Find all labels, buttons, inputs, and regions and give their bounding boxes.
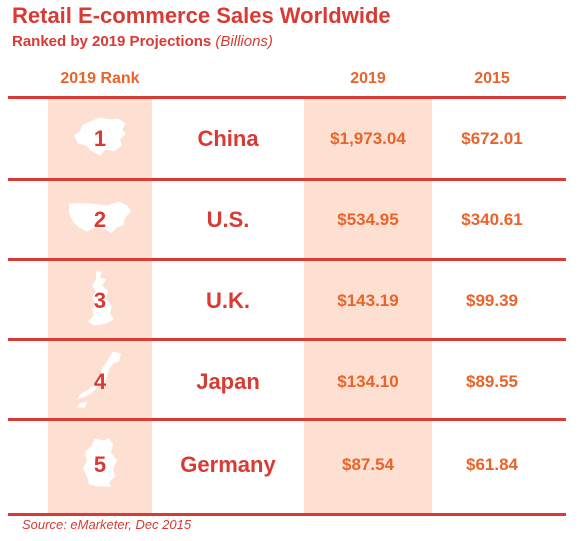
value-2019: $134.10 [337, 371, 399, 391]
source-note: Source: eMarketer, Dec 2015 [22, 517, 192, 532]
row-divider [8, 513, 566, 516]
country-name: Germany [180, 451, 276, 477]
rank-number: 3 [93, 287, 107, 313]
value-2015: $61.84 [466, 454, 518, 474]
row-divider [8, 178, 566, 181]
usa-map-icon [67, 197, 133, 242]
uk-map-icon [84, 269, 116, 332]
header-2015: 2015 [474, 70, 510, 87]
japan-map-icon [75, 349, 125, 414]
row-divider [8, 96, 566, 99]
value-2019: $143.19 [337, 290, 399, 310]
header-rank: 2019 Rank [60, 70, 140, 87]
row-divider [8, 338, 566, 341]
header-2019: 2019 [350, 70, 386, 87]
country-name: China [197, 125, 259, 151]
subtitle-unit: (Billions) [215, 33, 273, 50]
subtitle-text: Ranked by 2019 Projections [12, 33, 212, 50]
china-map-icon [70, 115, 130, 162]
chart-subtitle: Ranked by 2019 Projections (Billions) [12, 33, 273, 50]
value-2019: $534.95 [337, 209, 399, 229]
value-2015: $672.01 [461, 128, 523, 148]
germany-map-icon [81, 436, 119, 493]
rank-number: 2 [93, 206, 107, 232]
value-2019: $87.54 [342, 454, 394, 474]
year-2019-column-background [304, 98, 432, 516]
value-2015: $99.39 [466, 290, 518, 310]
row-divider [8, 258, 566, 261]
value-2015: $89.55 [466, 371, 518, 391]
row-divider [8, 418, 566, 421]
rank-number: 5 [93, 451, 107, 477]
country-name: Japan [196, 368, 260, 394]
value-2015: $340.61 [461, 209, 523, 229]
rank-number: 4 [93, 368, 107, 394]
country-name: U.S. [206, 206, 250, 232]
country-name: U.K. [206, 287, 250, 313]
chart-title: Retail E-commerce Sales Worldwide [12, 3, 391, 28]
rank-number: 1 [93, 125, 107, 151]
value-2019: $1,973.04 [330, 128, 406, 148]
